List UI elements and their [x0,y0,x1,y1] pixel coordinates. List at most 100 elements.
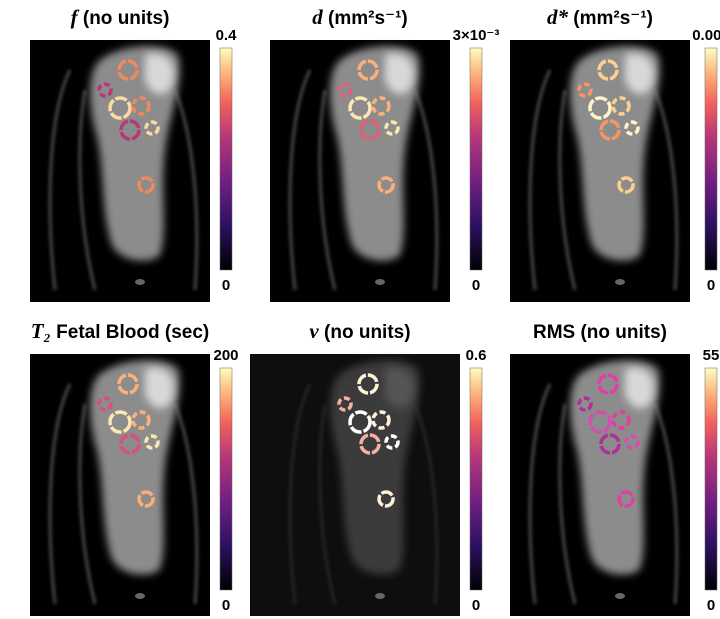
colorbar-min: 0 [222,597,230,614]
tissue-ring [137,176,155,194]
panel: RMS (no units) 55 0 [510,322,719,616]
colorbar [219,47,233,271]
colorbar-min: 0 [707,597,715,614]
title-symbol: f [71,5,80,29]
tissue-ring [611,410,631,430]
tissue-ring [617,490,635,508]
tissue-ring [617,176,635,194]
mri-small [615,279,625,285]
tissue-ring [119,119,141,141]
colorbar [704,47,718,271]
mri-bright [385,367,414,409]
mri-outline [528,69,679,291]
colorbar [469,47,483,271]
mri-bright [625,53,654,95]
tissue-ring [137,490,155,508]
tissue-ring [348,410,372,434]
colorbar-min: 0 [222,277,230,294]
mri-small [135,593,145,599]
mri-bright [385,53,414,95]
tissue-ring [599,433,621,455]
tissue-ring [384,434,400,450]
tissue-ring [588,410,612,434]
colorbar-max: 0.6 [466,347,487,364]
colorbar-max: 3×10⁻³ [453,27,500,44]
panel: f (no units) 0.4 0 [30,5,237,302]
colorbar-max: 0.007 [692,27,720,44]
colorbar-max: 55 [703,347,720,364]
mri-outline [288,69,439,291]
title-label: (mm²s⁻¹) [328,8,408,29]
tissue-ring [337,82,353,98]
panel: d* (mm²s⁻¹) 0.007 0 [510,5,720,302]
panel-title: f (no units) [71,5,170,29]
panel-title: d* (mm²s⁻¹) [547,5,653,29]
title-label: (no units) [83,8,170,29]
tissue-ring [117,59,139,81]
tissue-ring [337,396,353,412]
title-symbol: d [312,5,323,29]
tissue-ring [377,490,395,508]
panel-title: RMS (no units) [533,322,667,343]
colorbar [219,367,233,591]
title-label: (mm²s⁻¹) [573,8,653,29]
tissue-ring [359,433,381,455]
title-label: Fetal Blood (sec) [56,322,209,343]
tissue-ring [624,120,640,136]
colorbar-max: 0.4 [216,27,238,44]
tissue-ring [144,120,160,136]
tissue-ring [597,373,619,395]
tissue-ring [588,96,612,120]
mri-small [375,593,385,599]
tissue-ring [599,119,621,141]
tissue-ring [577,396,593,412]
mri-bright [145,53,174,95]
mri-outline [288,383,439,605]
title-symbol: T₂ [31,319,51,343]
tissue-ring [131,410,151,430]
tissue-ring [108,410,132,434]
colorbar [469,367,483,591]
tissue-ring [131,96,151,116]
title-symbol: d* [547,5,569,29]
colorbar [704,367,718,591]
tissue-ring [371,410,391,430]
mri-small [615,593,625,599]
colorbar-min: 0 [472,597,480,614]
tissue-ring [377,176,395,194]
panel-title: T₂ Fetal Blood (sec) [31,319,210,343]
mri-outline [48,383,199,605]
tissue-ring [119,433,141,455]
colorbar-min: 0 [472,277,480,294]
tissue-ring [359,119,381,141]
mri-outline [48,69,199,291]
tissue-ring [611,96,631,116]
mri-small [375,279,385,285]
tissue-ring [97,396,113,412]
tissue-ring [577,82,593,98]
tissue-ring [348,96,372,120]
mri-small [135,279,145,285]
tissue-ring [117,373,139,395]
tissue-ring [624,434,640,450]
tissue-ring [357,59,379,81]
panel: d (mm²s⁻¹) 3×10⁻³ 0 [270,5,499,302]
panel: ν (no units) 0.6 0 [250,319,486,616]
colorbar-max: 200 [213,347,238,364]
colorbar-min: 0 [707,277,715,294]
tissue-ring [357,373,379,395]
tissue-ring [108,96,132,120]
title-label: RMS (no units) [533,322,667,343]
title-label: (no units) [324,322,411,343]
mri-bright [625,367,654,409]
tissue-ring [144,434,160,450]
tissue-ring [371,96,391,116]
panel: T₂ Fetal Blood (sec)200 0 [30,319,239,616]
title-symbol: ν [309,319,319,343]
panel-title: ν (no units) [309,319,410,343]
tissue-ring [384,120,400,136]
tissue-ring [97,82,113,98]
mri-bright [145,367,174,409]
mri-outline [528,383,679,605]
